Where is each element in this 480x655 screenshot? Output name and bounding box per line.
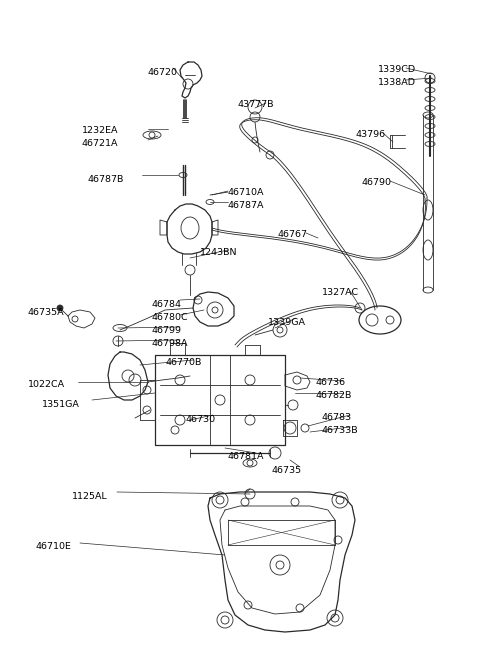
Text: 46790: 46790 <box>362 178 392 187</box>
Text: 1338AD: 1338AD <box>378 78 416 87</box>
Text: 46710A: 46710A <box>228 188 264 197</box>
Text: 46783: 46783 <box>322 413 352 422</box>
Text: 46735A: 46735A <box>28 308 65 317</box>
Text: 1243BN: 1243BN <box>200 248 238 257</box>
Text: 43796: 43796 <box>355 130 385 139</box>
Text: 46710E: 46710E <box>35 542 71 551</box>
Text: 46784: 46784 <box>152 300 182 309</box>
Text: 46720: 46720 <box>148 68 178 77</box>
Text: 1327AC: 1327AC <box>322 288 359 297</box>
Text: 46798A: 46798A <box>152 339 189 348</box>
Text: 1022CA: 1022CA <box>28 380 65 389</box>
Text: 46787B: 46787B <box>88 175 124 184</box>
Circle shape <box>57 305 63 311</box>
Text: 1351GA: 1351GA <box>42 400 80 409</box>
Text: 46782B: 46782B <box>315 391 351 400</box>
Text: 1125AL: 1125AL <box>72 492 108 501</box>
Text: 1232EA: 1232EA <box>82 126 119 135</box>
Text: 46736: 46736 <box>315 378 345 387</box>
Text: 43777B: 43777B <box>238 100 275 109</box>
Text: 46730: 46730 <box>185 415 215 424</box>
Text: 46799: 46799 <box>152 326 182 335</box>
Text: 46781A: 46781A <box>228 452 264 461</box>
Text: 46767: 46767 <box>278 230 308 239</box>
Text: 46770B: 46770B <box>165 358 202 367</box>
Text: 46735: 46735 <box>272 466 302 475</box>
Text: 46780C: 46780C <box>152 313 189 322</box>
Text: 46721A: 46721A <box>82 139 119 148</box>
Text: 46733B: 46733B <box>322 426 359 435</box>
Text: 46787A: 46787A <box>228 201 264 210</box>
Text: 1339GA: 1339GA <box>268 318 306 327</box>
Text: 1339CD: 1339CD <box>378 65 416 74</box>
